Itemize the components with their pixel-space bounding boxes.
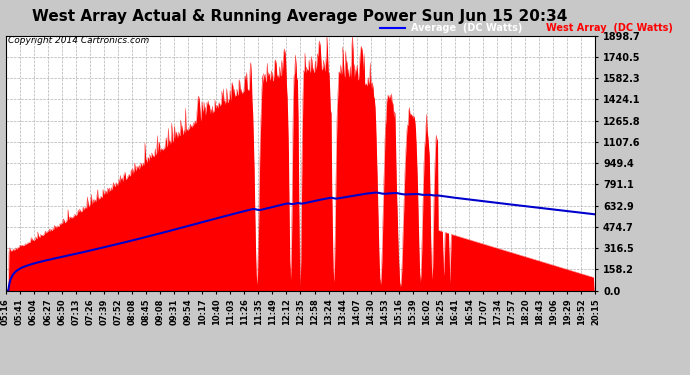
- Text: Average  (DC Watts): Average (DC Watts): [411, 23, 523, 33]
- Text: West Array Actual & Running Average Power Sun Jun 15 20:34: West Array Actual & Running Average Powe…: [32, 9, 568, 24]
- Text: West Array  (DC Watts): West Array (DC Watts): [546, 23, 673, 33]
- Text: Copyright 2014 Cartronics.com: Copyright 2014 Cartronics.com: [8, 36, 150, 45]
